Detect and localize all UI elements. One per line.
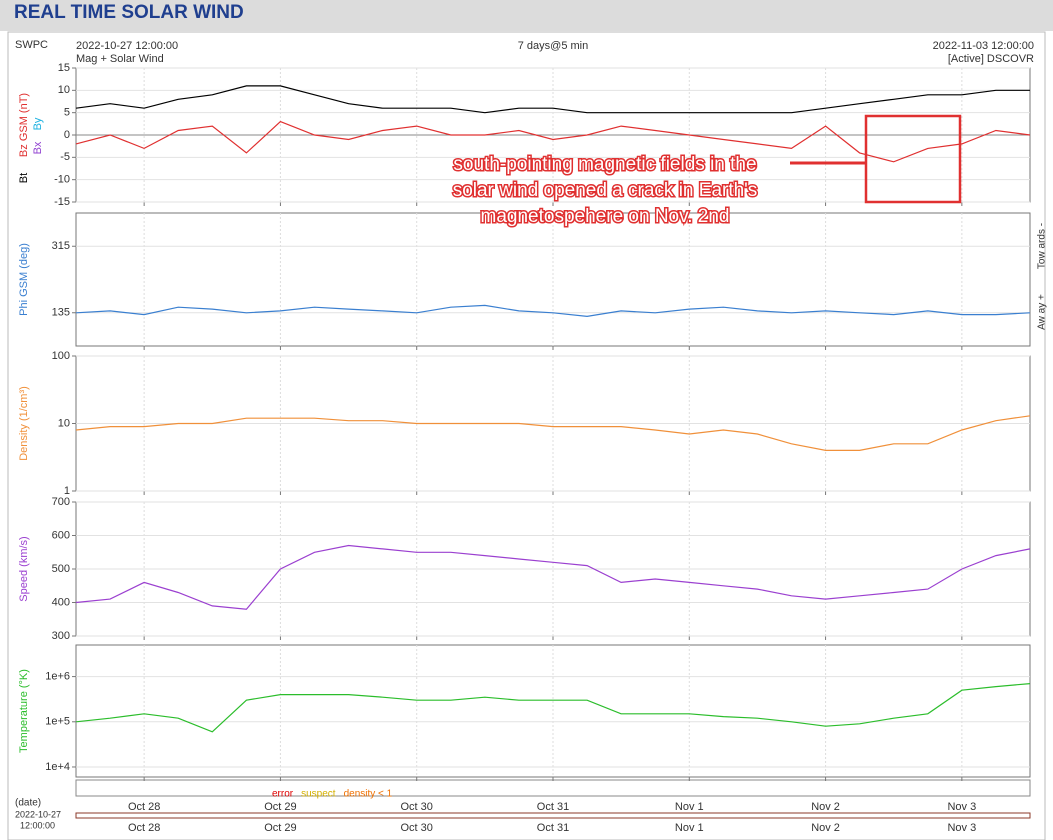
y-tick-label: -10 [54,174,70,186]
y-axis-label: Bx [32,141,44,154]
source: SWPC [15,39,48,51]
series-line [75,304,1031,318]
series-line [75,544,1031,610]
date-strip [75,812,1031,819]
y-axis-label: Phi GSM (deg) [18,243,30,316]
series-line [75,120,1031,163]
x-tick-label: Nov 2 [811,822,840,834]
x-tick-label: Nov 1 [675,801,704,813]
side-label: Aw ay + [1037,294,1048,330]
y-axis-label: Density (1/cm³) [18,386,30,461]
y-tick-label: 1e+6 [45,670,70,682]
y-axis-label: Temperature (°K) [18,669,30,753]
title-bar [0,0,1053,31]
x-tick-label: Oct 30 [401,801,433,813]
y-tick-label: -15 [54,196,70,208]
date-start-time: 12:00:00 [20,820,55,830]
y-tick-label: 100 [52,350,70,362]
flag-legend: suspect [301,789,336,800]
y-tick-label: 600 [52,529,70,541]
x-tick-label: Oct 31 [537,822,569,834]
series-line [75,683,1031,733]
start-time: 2022-10-27 12:00:00 [76,40,178,52]
series-line [75,415,1031,451]
y-tick-label: 10 [58,417,70,429]
subtitle: Mag + Solar Wind [76,53,164,65]
date-label: (date) [15,798,41,809]
status: [Active] DSCOVR [948,53,1034,65]
y-tick-label: 135 [52,307,70,319]
y-tick-label: 500 [52,563,70,575]
y-tick-label: 315 [52,240,70,252]
y-tick-label: 1e+4 [45,761,70,773]
annotation-text: solar wind opened a crack in Earth's [453,180,758,201]
y-axis-label: Bt [18,173,30,183]
y-tick-label: -5 [60,151,70,163]
x-tick-label: Nov 1 [675,822,704,834]
y-axis-label: Bz GSM (nT) [18,93,30,157]
y-tick-label: 5 [64,107,70,119]
x-tick-label: Oct 30 [401,822,433,834]
end-time: 2022-11-03 12:00:00 [933,40,1034,52]
y-tick-label: 1 [64,485,70,497]
panel-frame [75,212,1031,347]
x-tick-label: Oct 29 [264,801,296,813]
y-tick-label: 300 [52,630,70,642]
y-tick-label: 0 [64,129,70,141]
y-tick-label: 700 [52,496,70,508]
highlight-box [864,114,962,204]
y-tick-label: 1e+5 [45,716,70,728]
y-tick-label: 15 [58,62,70,74]
side-label: Tow ards - [1037,223,1048,269]
y-tick-label: 400 [52,596,70,608]
x-tick-label: Oct 31 [537,801,569,813]
y-tick-label: 10 [58,84,70,96]
x-tick-label: Nov 3 [947,801,976,813]
annotation-text: south-pointing magnetic fields in the [453,154,756,175]
flag-legend: density < 1 [344,789,393,800]
x-tick-label: Oct 28 [128,801,160,813]
y-axis-label: By [32,117,44,130]
x-tick-label: Oct 28 [128,822,160,834]
x-tick-label: Oct 29 [264,822,296,834]
date-start: 2022-10-27 [15,809,61,819]
span: 7 days@5 min [518,40,588,52]
annotation-text: magnetospehere on Nov. 2nd [481,206,730,227]
flag-legend: error [272,789,294,800]
x-tick-label: Nov 2 [811,801,840,813]
x-tick-label: Nov 3 [947,822,976,834]
series-line [75,85,1030,114]
y-axis-label: Speed (km/s) [18,536,30,601]
page-title: REAL TIME SOLAR WIND [14,2,244,23]
